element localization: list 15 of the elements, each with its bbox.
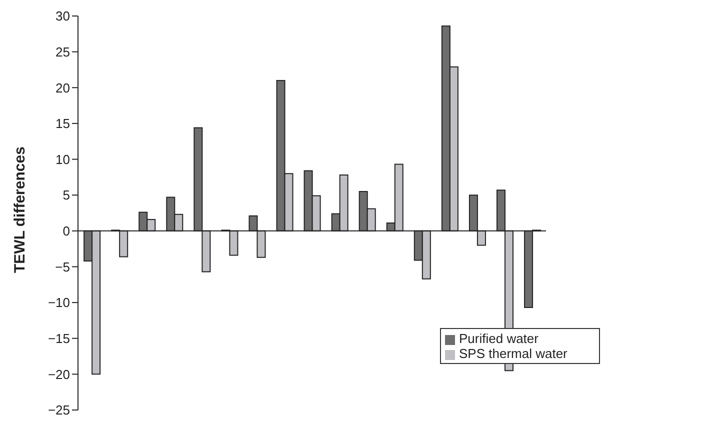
- y-tick-label: 25: [56, 44, 70, 60]
- y-tick-label: 0: [62, 224, 70, 239]
- y-tick-label: 20: [56, 80, 70, 96]
- y-tick-label: −15: [48, 330, 70, 346]
- legend-label: Purified water: [459, 331, 538, 346]
- y-tick-label: −10: [48, 295, 70, 310]
- y-tick-label: −20: [48, 366, 70, 382]
- y-axis-title: TEWL differences: [11, 146, 28, 273]
- y-tick-label: 5: [62, 188, 70, 203]
- y-tick-label: 30: [56, 8, 70, 24]
- y-tick-label: 10: [56, 152, 70, 167]
- y-tick-label: 15: [56, 116, 70, 132]
- y-tick-label: −25: [48, 402, 70, 418]
- y-tick-label: −5: [55, 259, 70, 274]
- legend-label: SPS thermal water: [459, 346, 568, 361]
